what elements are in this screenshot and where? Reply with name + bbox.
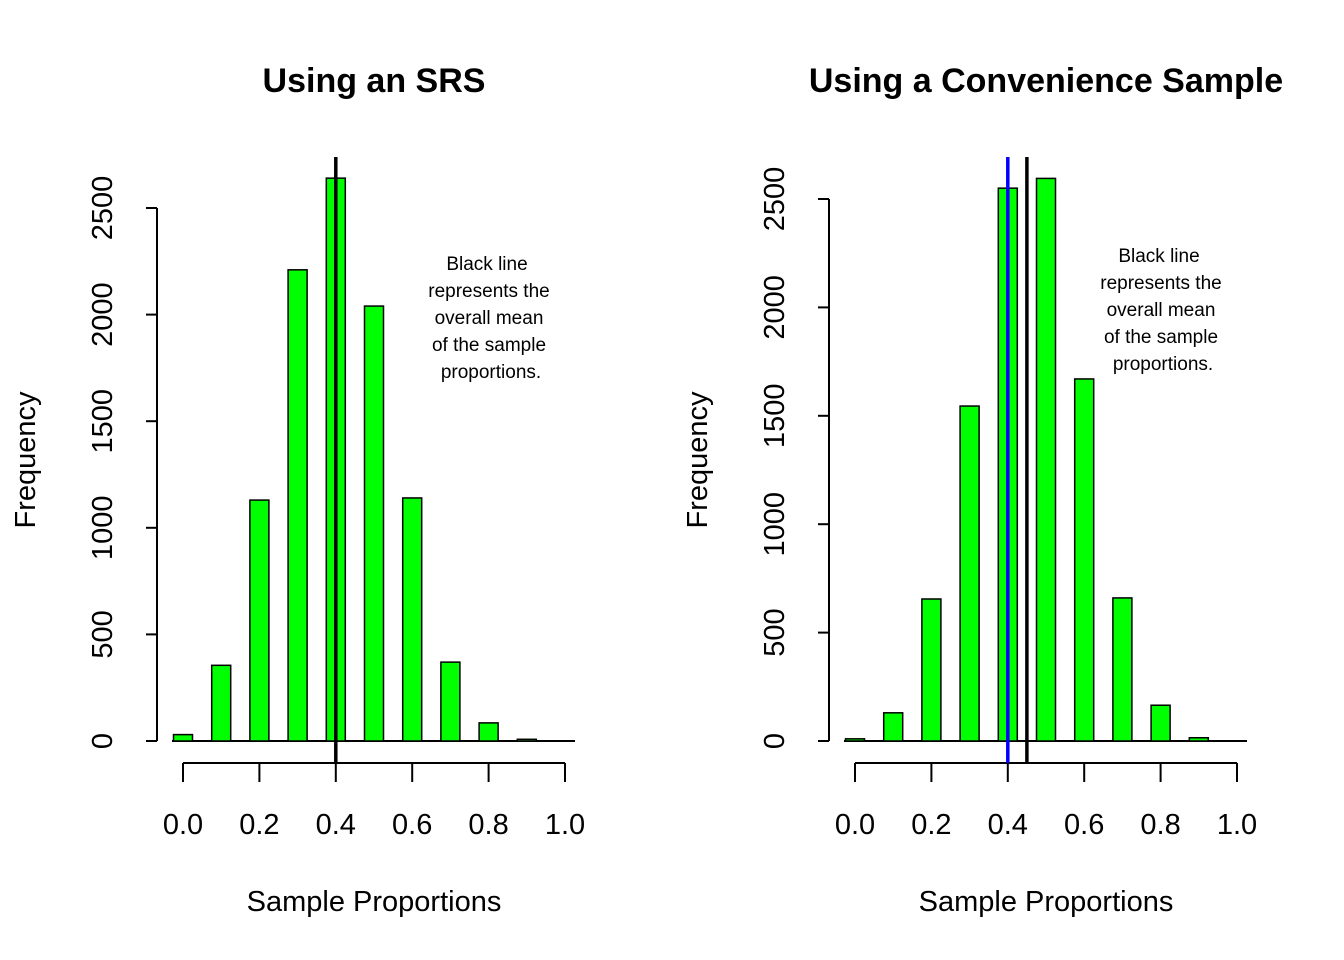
x-tick-label: 0.6 (1064, 809, 1104, 841)
y-tick-label: 0 (87, 733, 119, 749)
x-tick-label: 0.0 (835, 809, 875, 841)
histogram-bar (172, 733, 194, 742)
annotation-line: of the sample (1104, 327, 1218, 348)
annotation-note: Black line represents the overall mean o… (1100, 246, 1221, 375)
annotation-line: overall mean (435, 308, 544, 329)
y-tick-label: 1500 (87, 389, 119, 454)
x-tick-label: 0.4 (316, 809, 356, 841)
y-tick-label: 2500 (87, 176, 119, 241)
x-tick-label: 0.4 (988, 809, 1028, 841)
y-tick-label: 500 (759, 608, 791, 656)
annotation-line: Black line (1118, 246, 1199, 267)
histogram-bar (959, 405, 980, 742)
x-tick-label: 0.0 (163, 809, 203, 841)
histogram-bar (844, 738, 866, 742)
x-axis-label: Sample Proportions (919, 886, 1174, 918)
histogram-bar (1112, 597, 1133, 742)
annotation-line: of the sample (432, 335, 546, 356)
histogram-bar (287, 269, 308, 742)
y-tick-label: 500 (87, 610, 119, 658)
x-tick-label: 1.0 (545, 809, 585, 841)
x-tick-label: 0.8 (1140, 809, 1180, 841)
chart-title: Using a Convenience Sample (809, 62, 1283, 100)
y-tick-label: 2500 (759, 167, 791, 232)
histogram-bar (1035, 177, 1057, 742)
histogram-bar (1073, 378, 1095, 742)
y-tick-label: 0 (759, 733, 791, 749)
x-tick-label: 0.6 (392, 809, 432, 841)
histogram-bar (516, 738, 538, 742)
convenience-histogram-panel: Using a Convenience Sample Sample Propor… (682, 62, 1283, 918)
y-tick-label: 1000 (759, 492, 791, 557)
y-tick-label: 1500 (759, 384, 791, 449)
srs-histogram-panel: Using an SRS Sample Proportions Frequenc… (10, 62, 585, 918)
x-axis-label: Sample Proportions (247, 886, 502, 918)
annotation-line: represents the (428, 281, 549, 302)
histogram-bar (921, 598, 942, 742)
histogram-bar (478, 722, 499, 742)
histogram-bar (363, 305, 385, 742)
histogram-bar (249, 499, 270, 742)
histogram-bar (1188, 736, 1210, 742)
x-tick-label: 0.2 (239, 809, 279, 841)
chart-title: Using an SRS (263, 62, 486, 100)
annotation-note: Black line represents the overall mean o… (428, 254, 549, 383)
x-tick-label: 0.2 (911, 809, 951, 841)
y-tick-label: 1000 (87, 496, 119, 561)
histogram-bar (882, 712, 904, 742)
annotation-line: represents the (1100, 273, 1221, 294)
histogram-bar (401, 497, 423, 742)
annotation-line: overall mean (1107, 300, 1216, 321)
histogram-bar (1150, 704, 1171, 742)
histogram-bar (440, 661, 461, 742)
histogram-bar (210, 664, 232, 742)
y-axis-label: Frequency (10, 391, 42, 529)
x-tick-label: 0.8 (468, 809, 508, 841)
y-tick-label: 2000 (759, 275, 791, 340)
annotation-line: proportions. (1113, 354, 1213, 375)
y-tick-label: 2000 (87, 282, 119, 347)
annotation-line: proportions. (441, 362, 541, 383)
y-axis-label: Frequency (682, 391, 714, 529)
annotation-line: Black line (446, 254, 527, 275)
x-tick-label: 1.0 (1217, 809, 1257, 841)
